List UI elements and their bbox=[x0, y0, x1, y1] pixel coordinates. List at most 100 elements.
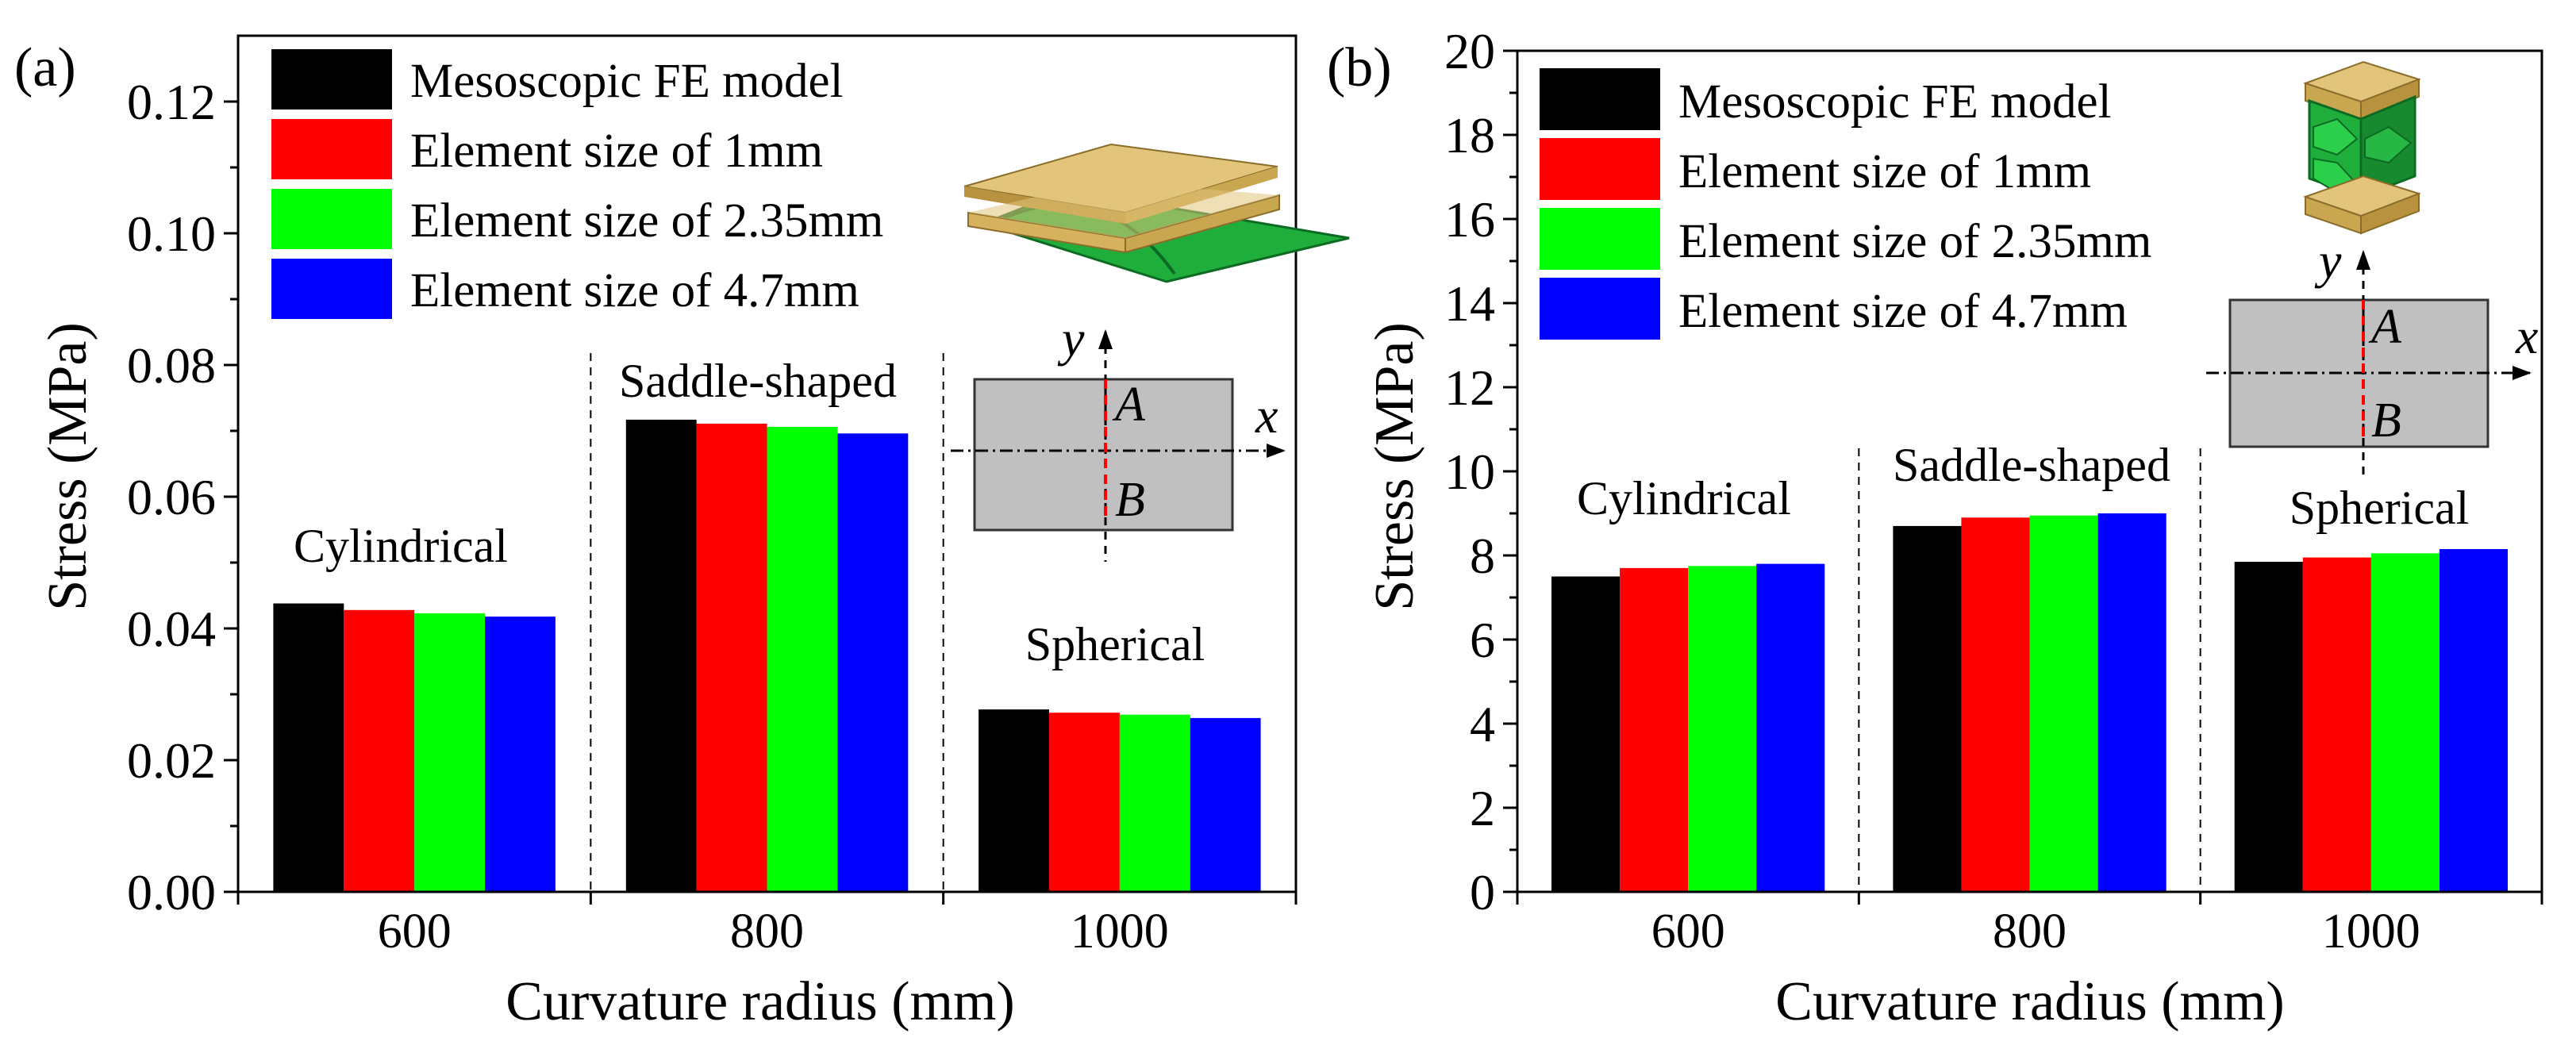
panel-a-bar-4-7mm-800 bbox=[837, 433, 909, 892]
panel-a-bar-4-7mm-1000 bbox=[1190, 717, 1261, 892]
panel-b-inset-y-arrow bbox=[2356, 250, 2370, 270]
panel-b-legend-swatch-4-7mm bbox=[1540, 278, 1660, 340]
panel-b-y-tick-label-16: 16 bbox=[1444, 191, 1495, 248]
panel-a-bar-4-7mm-600 bbox=[485, 617, 556, 892]
panel-b-bar-mesoscopic-800 bbox=[1893, 525, 1962, 892]
panel-b-bar-1mm-800 bbox=[1961, 517, 2030, 892]
panel-b-plot-area: 600 800 1000 0 2 4 6 8 10 12 14 16 18 20 bbox=[1444, 23, 2543, 959]
panel-a-group-label-spherical: Spherical bbox=[1025, 618, 1205, 670]
panel-b-bar-1mm-1000 bbox=[2302, 557, 2371, 892]
panel-a-bar-mesoscopic-800 bbox=[625, 419, 697, 892]
panel-a-legend-label-1mm: Element size of 1mm bbox=[410, 125, 823, 178]
panel-b-group-label-cylindrical: Cylindrical bbox=[1577, 472, 1791, 524]
panel-b-y-tick-label-4: 4 bbox=[1470, 696, 1495, 752]
panel-b-bar-4-7mm-800 bbox=[2097, 513, 2167, 892]
panel-a-legend-label-2-35mm: Element size of 2.35mm bbox=[410, 194, 883, 248]
panel-a-x-tick-label-1000: 1000 bbox=[1071, 905, 1169, 959]
panel-b-bar-2-35mm-800 bbox=[2029, 515, 2098, 892]
panel-b-legend-label-4-7mm: Element size of 4.7mm bbox=[1678, 285, 2128, 338]
panel-a-bar-2-35mm-1000 bbox=[1119, 714, 1190, 892]
panel-b-inset-y-label: y bbox=[2314, 232, 2342, 289]
panel-b-legend: Mesoscopic FE model Element size of 1mm … bbox=[1540, 68, 2151, 340]
panel-b-x-tick-label-800: 800 bbox=[1993, 905, 2067, 959]
panel-b-x-tick-label-1000: 1000 bbox=[2322, 905, 2420, 959]
panel-b-y-tick-label-10: 10 bbox=[1444, 444, 1495, 500]
panel-a-y-tick-label-0.02: 0.02 bbox=[127, 732, 216, 789]
panel-a-legend: Mesoscopic FE model Element size of 1mm … bbox=[271, 49, 883, 319]
panel-a-legend-label-4-7mm: Element size of 4.7mm bbox=[410, 264, 859, 317]
panel-b-cube-illustration bbox=[2302, 60, 2422, 235]
panel-a-y-tick-label-0.00: 0.00 bbox=[127, 864, 216, 920]
panel-a-bar-1mm-600 bbox=[344, 609, 415, 892]
panel-b-inset-point-b: B bbox=[2371, 394, 2401, 448]
panel-a: 600 800 1000 0.00 0.02 0.04 0.06 0.08 0.10 0.12 (a… bbox=[14, 34, 1350, 1032]
panel-b-bar-mesoscopic-600 bbox=[1551, 576, 1621, 892]
panel-b-bar-2-35mm-1000 bbox=[2370, 553, 2440, 892]
panel-a-inset-plate bbox=[973, 378, 1234, 532]
panel-a-y-tick-label-0.12: 0.12 bbox=[127, 74, 216, 130]
panel-a-bar-2-35mm-800 bbox=[767, 427, 838, 892]
panel-b-legend-swatch-mesoscopic bbox=[1540, 68, 1660, 130]
panel-a-inset-point-a: A bbox=[1112, 378, 1146, 432]
panel-b-bar-2-35mm-600 bbox=[1688, 566, 1757, 893]
panel-b-legend-swatch-2-35mm bbox=[1540, 208, 1660, 270]
panel-b-y-tick-label-12: 12 bbox=[1444, 359, 1495, 416]
panel-b-inset-x-arrow bbox=[2513, 366, 2532, 380]
panel-a-bar-mesoscopic-1000 bbox=[978, 709, 1049, 892]
panel-b-legend-swatch-1mm bbox=[1540, 138, 1660, 200]
panel-b-bar-4-7mm-600 bbox=[1756, 563, 1825, 892]
panel-b-legend-label-2-35mm: Element size of 2.35mm bbox=[1678, 215, 2151, 268]
panel-b-coordinate-inset: x y A B bbox=[2206, 232, 2538, 480]
panel-b-y-tick-label-14: 14 bbox=[1444, 275, 1495, 332]
panel-b-group-label-saddle: Saddle-shaped bbox=[1893, 439, 2170, 491]
panel-a-group-label-cylindrical: Cylindrical bbox=[294, 520, 508, 572]
panel-a-x-tick-label-600: 600 bbox=[378, 905, 452, 959]
panel-a-legend-swatch-mesoscopic bbox=[271, 49, 392, 109]
panel-b-label: (b) bbox=[1327, 37, 1392, 98]
panel-b-y-tick-label-8: 8 bbox=[1470, 528, 1495, 584]
panel-b-y-tick-label-0: 0 bbox=[1470, 864, 1495, 920]
panel-a-plate-illustration bbox=[963, 143, 1350, 283]
panel-b-y-tick-label-20: 20 bbox=[1444, 23, 1495, 79]
panel-b-legend-label-1mm: Element size of 1mm bbox=[1678, 145, 2091, 198]
panel-a-inset-y-arrow bbox=[1098, 329, 1113, 349]
panel-b-y-tick-label-2: 2 bbox=[1470, 780, 1495, 836]
panel-a-x-axis-title: Curvature radius (mm) bbox=[506, 971, 1014, 1032]
panel-b-inset-x-label: x bbox=[2515, 308, 2538, 364]
panel-a-legend-label-mesoscopic: Mesoscopic FE model bbox=[410, 55, 844, 108]
panel-b-bar-1mm-600 bbox=[1620, 567, 1689, 892]
panel-a-bar-1mm-800 bbox=[696, 423, 767, 892]
panel-b-group-label-spherical: Spherical bbox=[2290, 482, 2470, 534]
panel-a-bar-2-35mm-600 bbox=[414, 613, 486, 892]
panel-a-legend-swatch-4-7mm bbox=[271, 259, 392, 319]
panel-a-y-tick-label-0.04: 0.04 bbox=[127, 601, 216, 657]
panel-b-x-axis-title: Curvature radius (mm) bbox=[1775, 971, 2284, 1032]
panel-a-bar-1mm-1000 bbox=[1049, 713, 1120, 892]
panel-b-bar-4-7mm-1000 bbox=[2439, 549, 2508, 892]
panel-b: 600 800 1000 0 2 4 6 8 10 12 14 16 18 20 (b) Cylindric… bbox=[1327, 23, 2543, 1032]
panel-b-y-tick-label-18: 18 bbox=[1444, 107, 1495, 163]
panel-a-y-tick-label-0.08: 0.08 bbox=[127, 337, 216, 394]
panel-b-bar-mesoscopic-1000 bbox=[2234, 562, 2303, 892]
panel-a-y-axis-title: Stress (MPa) bbox=[37, 322, 98, 611]
panel-a-label: (a) bbox=[14, 37, 76, 98]
panel-b-legend-label-mesoscopic: Mesoscopic FE model bbox=[1678, 75, 2112, 129]
panel-a-x-tick-label-800: 800 bbox=[730, 905, 804, 959]
panel-a-axes-frame bbox=[236, 34, 1298, 893]
panel-a-group-label-saddle: Saddle-shaped bbox=[619, 355, 897, 407]
panel-a-bar-mesoscopic-600 bbox=[273, 603, 344, 892]
panel-b-y-axis-title: Stress (MPa) bbox=[1364, 322, 1425, 611]
panel-a-y-tick-label-0.10: 0.10 bbox=[127, 206, 216, 262]
panel-a-legend-swatch-1mm bbox=[271, 119, 392, 179]
panel-a-inset-point-b: B bbox=[1115, 473, 1145, 527]
panel-a-coordinate-inset: x y A B bbox=[951, 310, 1286, 562]
panel-b-x-tick-label-600: 600 bbox=[1651, 905, 1725, 959]
panel-b-y-tick-label-6: 6 bbox=[1470, 612, 1495, 668]
panel-a-legend-swatch-2-35mm bbox=[271, 189, 392, 249]
panel-b-inset-point-a: A bbox=[2368, 300, 2402, 354]
panel-a-inset-x-arrow bbox=[1267, 444, 1286, 458]
panel-a-plot-area: 600 800 1000 0.00 0.02 0.04 0.06 0.08 0.10 0.12 bbox=[127, 34, 1298, 959]
panel-a-inset-y-label: y bbox=[1057, 310, 1085, 367]
panel-a-inset-x-label: x bbox=[1255, 387, 1278, 444]
